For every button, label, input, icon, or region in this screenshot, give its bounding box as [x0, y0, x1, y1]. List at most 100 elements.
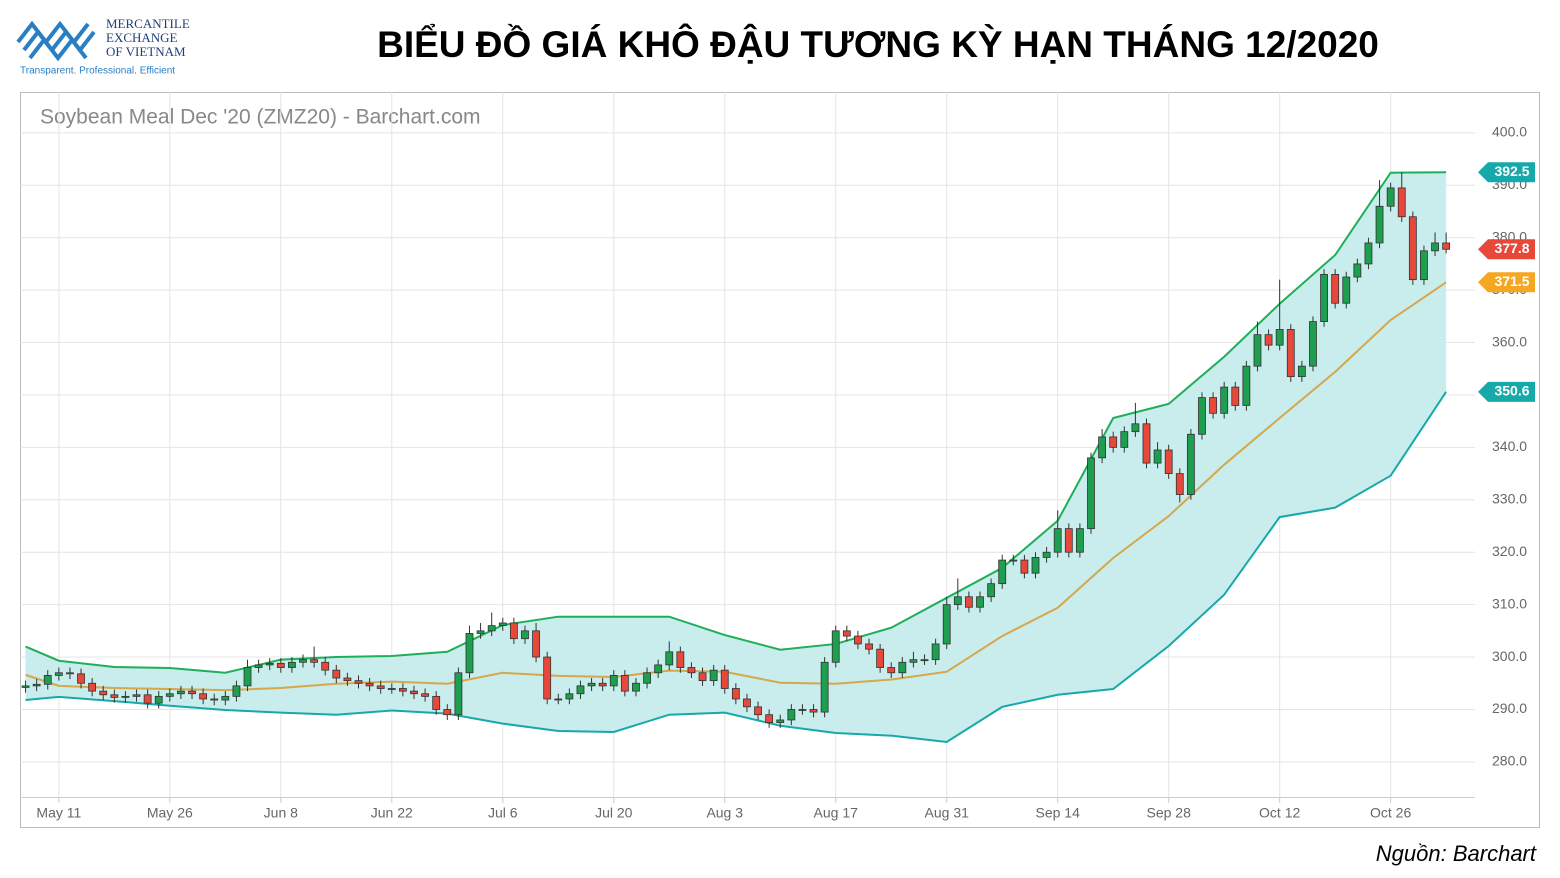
x-tick-label: Jul 6: [488, 805, 518, 821]
candle-body: [1142, 423, 1151, 464]
candle-body: [1397, 187, 1406, 218]
candle-body: [665, 651, 674, 666]
candle-body: [1075, 528, 1084, 553]
candle-body: [598, 682, 607, 687]
candle-body: [920, 659, 929, 662]
x-tick-label: May 11: [36, 805, 81, 821]
candle-body: [1331, 274, 1340, 304]
candle-body: [143, 694, 152, 704]
candle-body: [620, 674, 629, 692]
candle-body: [1375, 205, 1384, 244]
price-tag-label: 392.5: [1494, 163, 1529, 179]
candle-body: [798, 709, 807, 711]
candle-body: [654, 664, 663, 674]
y-tick-label: 320.0: [1492, 543, 1527, 559]
x-tick-label: Sep 14: [1036, 805, 1081, 821]
candle-body: [731, 688, 740, 700]
y-tick-label: 400.0: [1492, 124, 1527, 140]
candle-body: [77, 673, 85, 684]
logo: MERCANTILE EXCHANGE OF VIETNAM Transpare…: [16, 16, 190, 77]
candle-body: [1320, 274, 1328, 322]
candle-body: [1253, 334, 1262, 367]
y-tick-label: 290.0: [1492, 700, 1527, 716]
candle-body: [199, 693, 208, 700]
candle-body: [1431, 242, 1439, 252]
candle-body: [1231, 386, 1240, 406]
chart-subtitle: Soybean Meal Dec '20 (ZMZ20) - Barchart.…: [40, 106, 481, 129]
candle-body: [32, 683, 41, 687]
price-tag: [1478, 162, 1535, 183]
candle-body: [21, 685, 30, 688]
candle-body: [1220, 386, 1229, 414]
candle-body: [898, 661, 907, 674]
x-tick-label: Jun 22: [371, 805, 413, 821]
candle-body: [1064, 528, 1073, 553]
candle-body: [1286, 329, 1295, 378]
candle-body: [1109, 436, 1118, 448]
candle-body: [709, 669, 718, 682]
price-tag-label: 350.6: [1494, 383, 1529, 399]
candle-body: [1131, 423, 1140, 433]
candle-body: [1442, 242, 1451, 250]
y-tick-label: 340.0: [1492, 438, 1527, 454]
candle-body: [1364, 242, 1373, 265]
candle-body: [976, 596, 984, 608]
candle-body: [865, 643, 873, 650]
candle-body: [698, 672, 707, 682]
candle-body: [210, 698, 219, 701]
candle-body: [276, 662, 285, 668]
y-tick-label: 310.0: [1492, 595, 1527, 611]
candle-body: [310, 659, 319, 663]
x-tick-label: Aug 31: [925, 805, 970, 821]
candle-body: [609, 674, 618, 687]
candle-body: [421, 693, 429, 697]
candle-body: [842, 630, 851, 637]
candle-body: [743, 698, 751, 708]
candle-body: [1297, 365, 1306, 378]
candle-body: [1420, 250, 1428, 281]
candle-body: [576, 685, 585, 695]
candle-body: [509, 622, 518, 640]
candle-body: [332, 669, 341, 679]
x-tick-label: Jul 20: [595, 805, 633, 821]
candle-body: [909, 659, 918, 663]
candle-body: [1120, 431, 1129, 448]
candle-body: [754, 706, 762, 716]
source: Nguồn: Barchart: [1376, 841, 1537, 866]
x-tick-label: Aug 17: [814, 805, 859, 821]
candle-body: [1275, 329, 1284, 346]
candle-body: [1198, 397, 1206, 435]
y-tick-label: 280.0: [1492, 753, 1527, 769]
candle-body: [543, 656, 552, 700]
candle-body: [376, 685, 385, 689]
candle-body: [254, 664, 263, 668]
candle-body: [265, 662, 274, 666]
candle-body: [321, 661, 330, 671]
candle-body: [299, 659, 307, 663]
candle-body: [1209, 397, 1217, 414]
candle-body: [1164, 449, 1173, 474]
candle-body: [1031, 557, 1040, 574]
candle-body: [587, 682, 596, 687]
y-tick-label: 300.0: [1492, 648, 1527, 664]
candle-body: [476, 630, 485, 634]
candle-body: [1408, 216, 1417, 281]
candle-body: [820, 661, 829, 713]
candle-body: [1186, 433, 1195, 495]
price-tag: [1478, 381, 1535, 402]
candle-body: [887, 667, 896, 674]
candle-body: [1020, 559, 1029, 574]
logo-mark: [16, 20, 96, 62]
x-tick-label: Oct 12: [1259, 805, 1300, 821]
candle-body: [288, 661, 296, 668]
candle-body: [1087, 457, 1095, 530]
candle-body: [188, 690, 196, 695]
candle-body: [1153, 449, 1162, 464]
candle-body: [1342, 276, 1351, 304]
candle-body: [831, 630, 840, 663]
candle-body: [1309, 321, 1317, 367]
x-tick-label: Jun 8: [264, 805, 298, 821]
candle-body: [687, 667, 696, 674]
